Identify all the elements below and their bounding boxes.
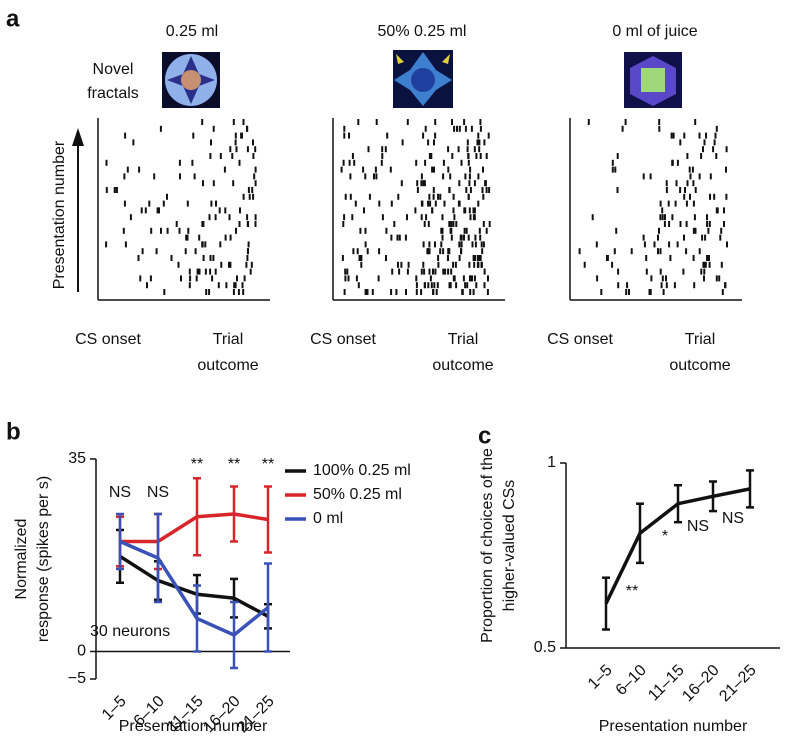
error-bar — [230, 485, 238, 543]
y-axis-label: higher-valued CSs — [501, 480, 518, 612]
image-label: Novel — [93, 61, 134, 78]
legend-label: 100% 0.25 ml — [313, 462, 411, 479]
error-bar — [636, 502, 644, 565]
x-label: Trial — [685, 331, 716, 348]
annotation: NS — [722, 510, 744, 527]
y-tick-label: 0.5 — [534, 639, 556, 656]
y-tick-label: 35 — [68, 450, 86, 467]
annotation: NS — [109, 484, 131, 501]
x-tick-label: 21–25 — [716, 662, 760, 706]
x-axis-label: Presentation number — [599, 718, 748, 735]
x-label: CS onset — [310, 331, 376, 348]
fractal — [624, 52, 682, 108]
annotation: ** — [228, 456, 240, 473]
error-bar — [193, 584, 201, 653]
error-bar — [602, 576, 610, 631]
fractal — [162, 52, 220, 108]
error-bar — [709, 480, 717, 513]
x-label: CS onset — [547, 331, 613, 348]
x-label: Trial — [448, 331, 479, 348]
legend-label: 0 ml — [313, 510, 343, 527]
fractal — [393, 50, 453, 108]
y-tick-label: 1 — [547, 454, 556, 471]
annotation: ** — [191, 456, 203, 473]
x-tick-label: 6–10 — [613, 662, 650, 699]
error-bar — [154, 512, 162, 604]
raster — [105, 119, 257, 295]
panel-letter: b — [6, 418, 21, 445]
raster — [340, 119, 491, 295]
note: 30 neurons — [90, 623, 170, 640]
y-axis-label: Presentation number — [51, 140, 68, 289]
error-bar — [264, 485, 272, 554]
error-bar — [230, 600, 238, 670]
annotation: NS — [147, 484, 169, 501]
x-axis-label: Presentation number — [119, 718, 268, 735]
annotation: NS — [687, 518, 709, 535]
panel-title: 0.25 ml — [166, 23, 218, 40]
error-bar — [264, 562, 272, 653]
legend-label: 50% 0.25 ml — [313, 486, 402, 503]
annotation: * — [662, 528, 668, 545]
panel-letter: a — [6, 5, 20, 32]
y-axis-label: Normalized — [13, 519, 30, 600]
error-bar — [746, 469, 754, 509]
annotation: ** — [262, 456, 274, 473]
x-label: CS onset — [75, 331, 141, 348]
y-tick-label: −5 — [68, 670, 86, 687]
y-tick-label: 0 — [77, 643, 86, 660]
x-label: outcome — [669, 357, 730, 374]
x-label: Trial — [213, 331, 244, 348]
y-axis-label: Proportion of choices of the — [479, 448, 496, 643]
raster — [578, 119, 728, 295]
x-tick-label: 16–20 — [679, 662, 723, 706]
panel-title: 50% 0.25 ml — [378, 23, 467, 40]
panel-title: 0 ml of juice — [612, 23, 697, 40]
x-tick-label: 1–5 — [585, 662, 616, 693]
error-bar — [116, 512, 124, 571]
error-bar — [674, 483, 682, 524]
panel-letter: c — [478, 422, 491, 449]
series-line — [120, 512, 269, 544]
x-label: outcome — [197, 357, 258, 374]
x-label: outcome — [432, 357, 493, 374]
x-tick-label: 11–15 — [645, 662, 688, 705]
arrow-head — [72, 128, 84, 146]
y-axis-label: response (spikes per s) — [35, 476, 52, 642]
image-label: fractals — [87, 85, 139, 102]
error-bar — [193, 477, 201, 557]
annotation: ** — [626, 583, 638, 600]
